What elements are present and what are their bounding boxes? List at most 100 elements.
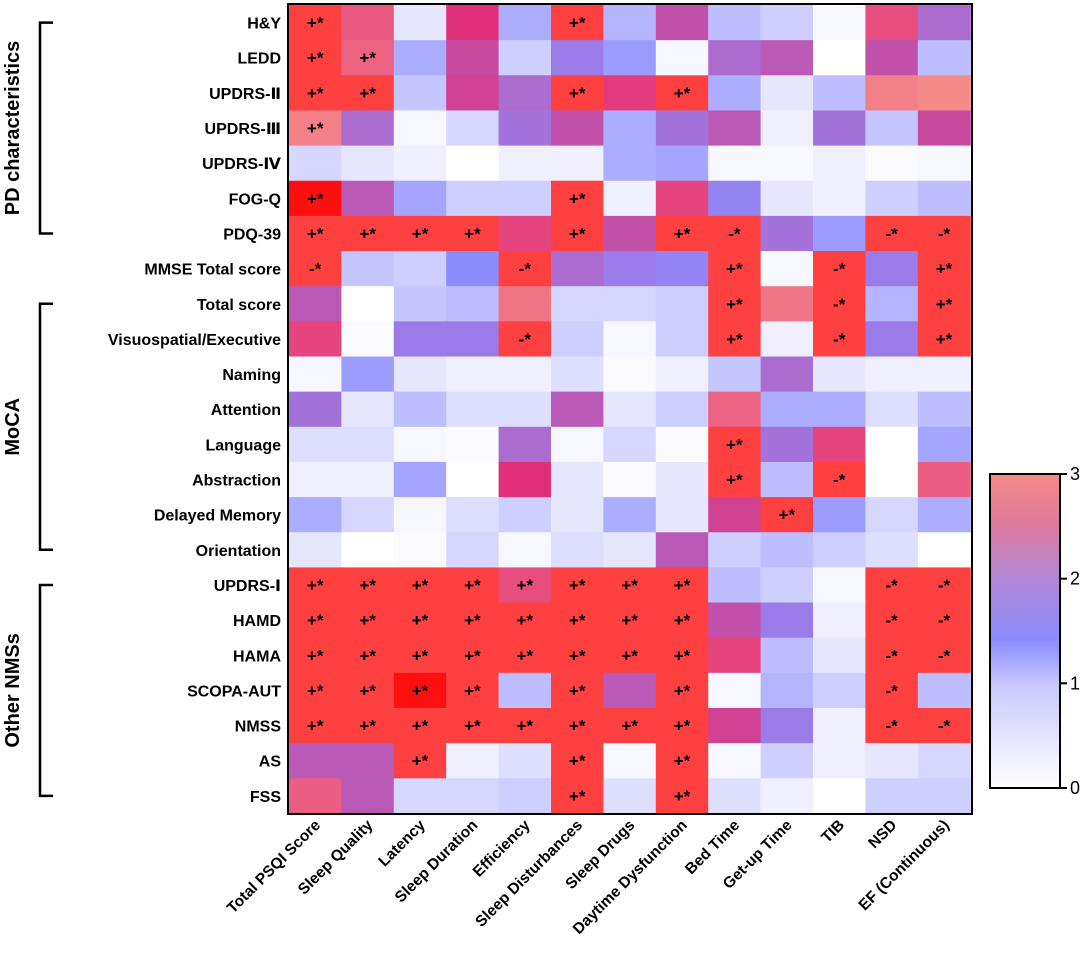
cell-visuospatial-executive-latency <box>393 321 447 358</box>
cell-mmse-total-score-ef-continuous <box>917 251 971 287</box>
cell-mmse-total-score-nsd <box>865 251 919 287</box>
significance-marker: +* <box>936 295 953 314</box>
cell-scopa-aut-ef-continuous <box>917 672 971 709</box>
cell-pdq-39-bed-time <box>708 215 762 252</box>
cell-updrs-tib <box>813 110 866 147</box>
cell-language-ef-continuous <box>917 426 971 463</box>
significance-marker: +* <box>569 84 586 103</box>
cell-attention-sleep-drugs <box>603 391 657 428</box>
cell-updrs-sleep-quality <box>341 145 395 182</box>
cell-language-sleep-drugs <box>603 426 657 463</box>
cell-attention-sleep-quality <box>341 391 395 428</box>
cell-fss-efficiency <box>498 778 552 815</box>
cell-updrs-sleep-disturbances <box>551 145 604 182</box>
significance-marker: -* <box>885 611 898 630</box>
cell-fog-q-efficiency <box>498 180 552 217</box>
cell-language-total-psqi-score <box>289 426 342 463</box>
cell-pdq-39-total-psqi-score <box>289 215 342 252</box>
cell-h-y-ef-continuous <box>917 5 971 41</box>
cell-naming-nsd <box>865 356 919 393</box>
cell-as-ef-continuous <box>917 743 971 779</box>
cell-delayed-memory-sleep-duration <box>446 497 500 533</box>
significance-marker: -* <box>885 646 898 665</box>
cell-fss-sleep-disturbances <box>551 778 604 815</box>
significance-marker: +* <box>517 646 534 665</box>
cell-mmse-total-score-latency <box>393 251 447 287</box>
significance-marker: +* <box>726 471 743 490</box>
cell-nmss-sleep-drugs <box>603 708 657 744</box>
cell-updrs-total-psqi-score <box>289 110 342 147</box>
cell-updrs-tib <box>813 75 866 112</box>
colorbar-tick-label-2: 2 <box>1070 569 1080 589</box>
significance-marker: +* <box>674 611 691 630</box>
cell-naming-sleep-disturbances <box>551 356 604 393</box>
cell-as-tib <box>813 743 866 779</box>
cell-updrs-daytime-dysfunction <box>655 567 709 604</box>
cell-naming-latency <box>393 356 447 393</box>
column-label-total-psqi-score: Total PSQI Score <box>224 817 324 917</box>
cell-updrs-get-up-time <box>760 110 814 147</box>
cell-ledd-tib <box>813 40 866 76</box>
cell-nmss-latency <box>393 708 447 744</box>
cell-language-sleep-disturbances <box>551 426 604 463</box>
cell-scopa-aut-sleep-duration <box>446 672 500 709</box>
cell-attention-sleep-duration <box>446 391 500 428</box>
cell-naming-sleep-quality <box>341 356 395 393</box>
cell-orientation-sleep-quality <box>341 532 395 568</box>
significance-marker: +* <box>464 576 481 595</box>
cell-updrs-bed-time <box>708 75 762 112</box>
cell-nmss-ef-continuous <box>917 708 971 744</box>
cell-total-score-get-up-time <box>760 286 814 322</box>
cell-pdq-39-nsd <box>865 215 919 252</box>
significance-marker: -* <box>833 295 846 314</box>
cell-total-score-total-psqi-score <box>289 286 342 322</box>
cell-hama-total-psqi-score <box>289 637 342 674</box>
significance-marker: -* <box>938 611 951 630</box>
cell-visuospatial-executive-efficiency <box>498 321 552 358</box>
cell-total-score-ef-continuous <box>917 286 971 322</box>
row-label-hamd: HAMD <box>233 613 281 630</box>
cell-updrs-sleep-drugs <box>603 110 657 147</box>
cell-scopa-aut-daytime-dysfunction <box>655 672 709 709</box>
significance-marker: -* <box>833 260 846 279</box>
cell-hamd-total-psqi-score <box>289 602 342 639</box>
cell-visuospatial-executive-bed-time <box>708 321 762 358</box>
cell-orientation-nsd <box>865 532 919 568</box>
cell-total-score-sleep-disturbances <box>551 286 604 322</box>
significance-marker: +* <box>569 224 586 243</box>
cell-ledd-total-psqi-score <box>289 40 342 76</box>
cell-abstraction-sleep-drugs <box>603 461 657 498</box>
cell-fss-sleep-quality <box>341 778 395 815</box>
cell-fog-q-sleep-quality <box>341 180 395 217</box>
significance-marker: +* <box>621 576 638 595</box>
column-label-group: EF (Continuous) <box>856 817 953 914</box>
cell-total-score-daytime-dysfunction <box>655 286 709 322</box>
cell-nmss-sleep-duration <box>446 708 500 744</box>
significance-marker: -* <box>885 576 898 595</box>
significance-marker: +* <box>307 576 324 595</box>
cell-h-y-get-up-time <box>760 5 814 41</box>
cell-attention-nsd <box>865 391 919 428</box>
cell-naming-bed-time <box>708 356 762 393</box>
row-label-language: Language <box>205 437 281 454</box>
cell-scopa-aut-get-up-time <box>760 672 814 709</box>
significance-marker: +* <box>936 330 953 349</box>
cell-scopa-aut-total-psqi-score <box>289 672 342 709</box>
column-label-nsd: NSD <box>865 817 900 852</box>
row-label-updrs: UPDRS-Ⅰ <box>214 578 281 595</box>
cell-nmss-tib <box>813 708 866 744</box>
significance-marker: +* <box>726 260 743 279</box>
cell-orientation-sleep-disturbances <box>551 532 604 568</box>
cell-attention-efficiency <box>498 391 552 428</box>
cell-nmss-total-psqi-score <box>289 708 342 744</box>
significance-marker: +* <box>412 611 429 630</box>
cell-fog-q-total-psqi-score <box>289 180 342 217</box>
cell-hamd-nsd <box>865 602 919 639</box>
cell-as-sleep-quality <box>341 743 395 779</box>
cell-ledd-latency <box>393 40 447 76</box>
cell-scopa-aut-efficiency <box>498 672 552 709</box>
cell-hamd-ef-continuous <box>917 602 971 639</box>
significance-marker: +* <box>674 787 691 806</box>
cell-ledd-sleep-disturbances <box>551 40 604 76</box>
significance-marker: -* <box>885 224 898 243</box>
